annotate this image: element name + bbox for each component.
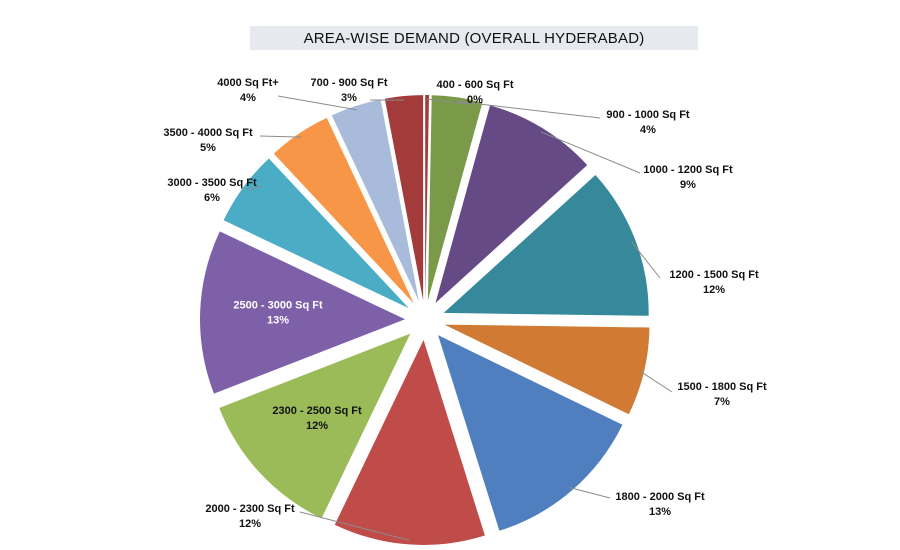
slice-label: 3500 - 4000 Sq Ft — [163, 127, 253, 139]
pie-slice — [425, 95, 430, 301]
leader-line — [569, 486, 611, 499]
leader-line — [456, 100, 601, 119]
chart-title: AREA-WISE DEMAND (OVERALL HYDERABAD) — [250, 26, 698, 50]
slice-percent-label: 4% — [240, 92, 256, 104]
pie-slices — [200, 95, 650, 545]
pie-slice — [438, 335, 623, 531]
slice-percent-label: 6% — [204, 192, 220, 204]
pie-slice — [223, 158, 409, 309]
pie-slice — [384, 95, 424, 301]
leader-line — [540, 131, 641, 174]
slice-percent-label: 5% — [200, 142, 216, 154]
slice-percent-label: 12% — [703, 284, 725, 296]
pie-slice — [273, 117, 414, 304]
slice-label: 1800 - 2000 Sq Ft — [615, 491, 705, 503]
pie-slice — [334, 339, 485, 545]
pie-slice — [200, 231, 406, 394]
slice-percent-label: 13% — [649, 506, 671, 518]
slice-percent-label: 13% — [267, 315, 289, 327]
pie-slice — [331, 99, 419, 301]
slice-percent-label: 9% — [680, 179, 696, 191]
slice-label: 3000 - 3500 Sq Ft — [167, 177, 257, 189]
leader-line — [631, 241, 661, 279]
slice-percent-label: 12% — [306, 420, 328, 432]
slice-percent-label: 7% — [714, 396, 730, 408]
leader-line — [277, 95, 358, 111]
leader-line — [427, 98, 469, 105]
leader-line — [639, 370, 673, 393]
slice-label: 2000 - 2300 Sq Ft — [205, 503, 295, 515]
pie-slice — [219, 333, 411, 519]
slice-label: 1500 - 1800 Sq Ft — [677, 381, 767, 393]
slice-label: 2300 - 2500 Sq Ft — [272, 405, 362, 417]
slice-percent-label: 4% — [640, 124, 656, 136]
slice-labels: 400 - 600 Sq Ft 0% 900 - 1000 Sq Ft 4% 1000 … — [163, 77, 767, 530]
leader-lines — [246, 95, 673, 541]
slice-label: 400 - 600 Sq Ft — [436, 79, 513, 91]
slice-label: 2500 - 3000 Sq Ft — [233, 300, 323, 312]
leader-line — [246, 185, 263, 191]
leader-line — [299, 511, 410, 541]
slice-label: 4000 Sq Ft+ — [217, 77, 278, 89]
slice-percent-label: 12% — [239, 518, 261, 530]
slice-label: 900 - 1000 Sq Ft — [606, 109, 689, 121]
pie-slice — [444, 324, 650, 415]
slice-label: 1000 - 1200 Sq Ft — [643, 164, 733, 176]
slice-label: 1200 - 1500 Sq Ft — [669, 269, 759, 281]
pie-slice — [427, 95, 483, 301]
slice-label: 700 - 900 Sq Ft — [310, 77, 387, 89]
leader-line — [259, 135, 302, 138]
slice-percent-label: 3% — [341, 92, 357, 104]
pie-slice — [443, 175, 649, 316]
slice-percent-label: 0% — [467, 94, 483, 106]
pie-slice — [435, 105, 588, 303]
